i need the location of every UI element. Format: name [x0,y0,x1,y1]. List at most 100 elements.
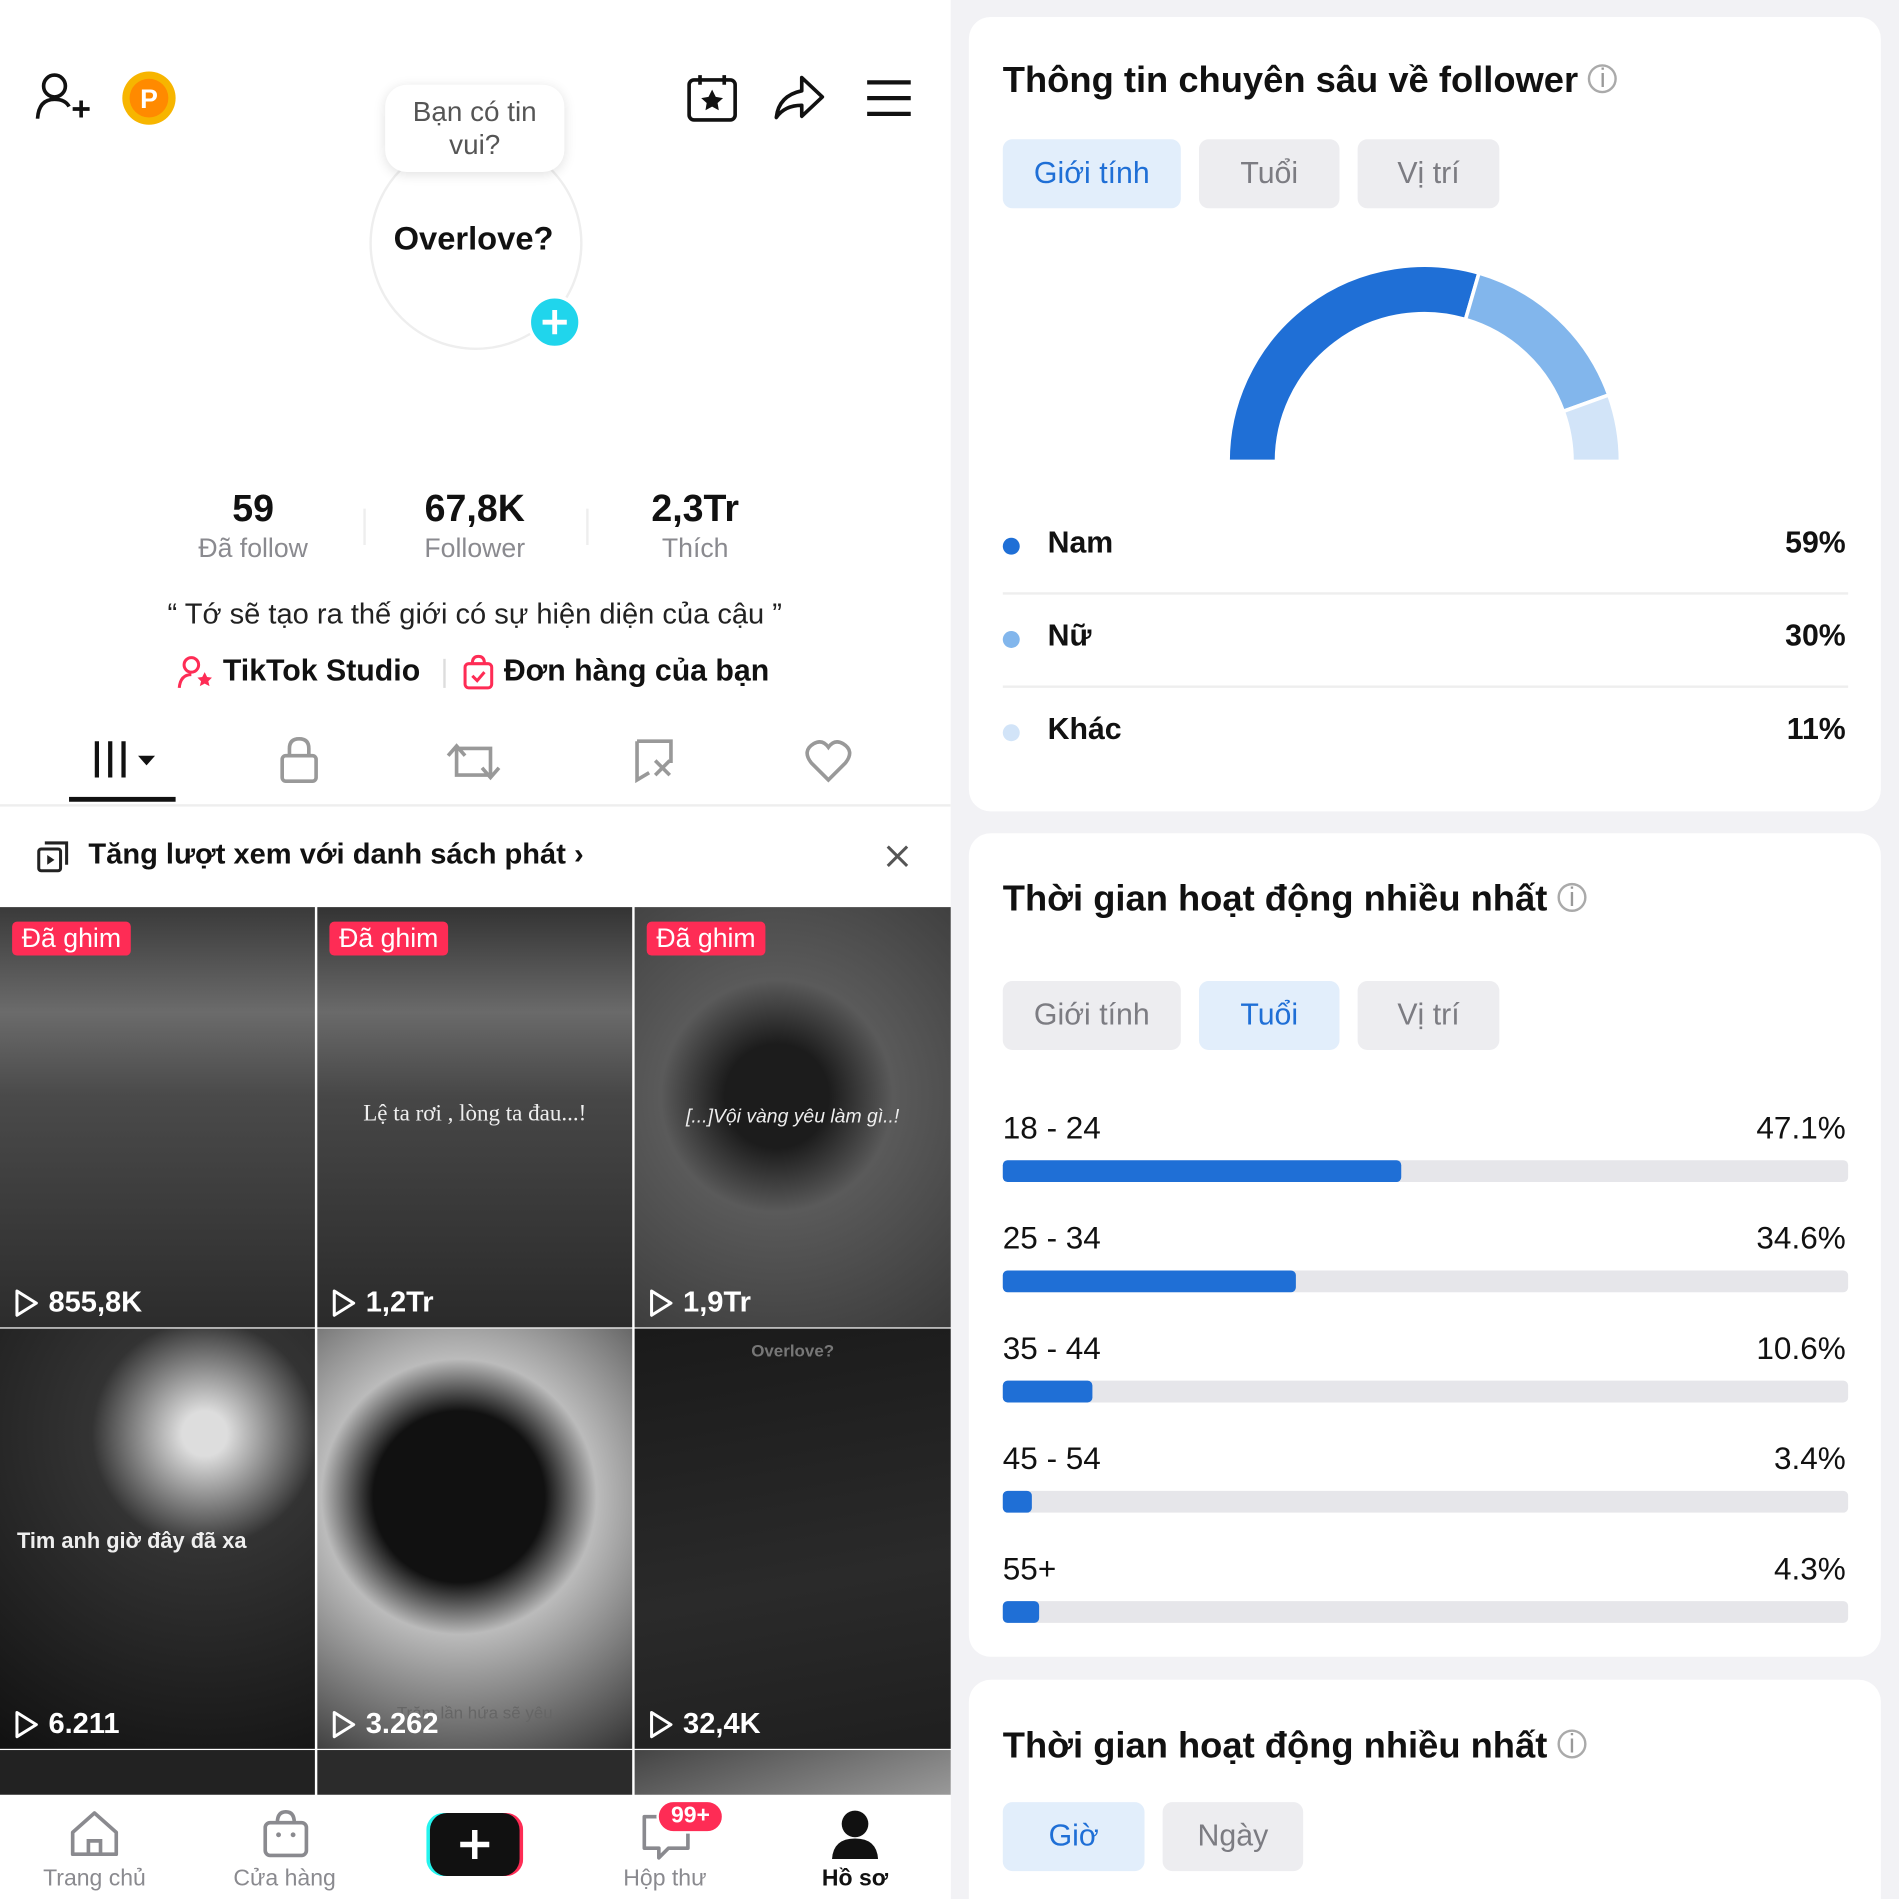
card-title-text: Thông tin chuyên sâu về follower [1002,60,1579,101]
age-label: 45 - 54 [1002,1439,1101,1477]
donut-segment [1560,392,1623,464]
age-label: 35 - 44 [1002,1329,1101,1367]
link-orders[interactable]: Đơn hàng của bạn [503,653,770,688]
video-thumbnail[interactable] [317,1750,633,1795]
share-icon[interactable] [773,73,826,124]
coin-icon[interactable]: P [121,70,177,126]
view-count-text: 855,8K [48,1286,143,1319]
link-studio[interactable]: TikTok Studio [222,653,421,688]
play-icon [650,1710,673,1739]
legend-value: 59% [1785,525,1846,560]
legend-name: Nữ [1047,618,1092,653]
age-value: 47.1% [1756,1109,1846,1146]
menu-icon[interactable] [865,78,913,119]
calendar-icon[interactable] [685,73,738,124]
tab[interactable]: Vị trí [1357,139,1500,209]
tab[interactable]: Giờ [1002,1802,1145,1872]
view-count: 3.262 [332,1707,439,1742]
separator [1002,685,1849,688]
divider [363,508,366,545]
video-thumbnail[interactable]: Tim anh giờ đây đã xa 6.211 [0,1328,315,1749]
age-label: 18 - 24 [1002,1109,1101,1146]
video-caption: [...]Vội vàng yêu làm gì..! [686,1106,900,1128]
profile-icon[interactable] [831,1808,879,1861]
stat-label[interactable]: Follower [424,532,526,564]
pinned-badge: Đã ghim [12,921,131,956]
age-value: 34.6% [1756,1219,1846,1256]
stat-value: 2,3Tr [651,486,740,530]
tab[interactable]: Giới tính [1002,980,1181,1051]
inbox-badge: 99+ [656,1799,725,1834]
info-icon[interactable]: i [1588,64,1618,94]
close-button[interactable] [884,843,911,870]
view-count-text: 3.262 [365,1707,439,1741]
view-count: 6.211 [15,1708,120,1742]
add-friend-icon[interactable] [34,70,92,126]
speech-bubble[interactable]: Bạn có tin vui? [385,84,565,172]
video-thumbnail[interactable]: Đã ghim 855,8K [0,907,315,1328]
active-time-card [968,833,1881,1657]
view-count: 855,8K [15,1286,143,1320]
legend-name: Nam [1047,525,1114,560]
age-value: 4.3% [1773,1550,1846,1587]
view-count-text: 1,9Tr [683,1286,751,1319]
video-thumbnail[interactable]: Đã ghim Lệ ta rơi , lòng ta đau...! 1,2Tr [317,907,633,1328]
view-count-text: 32,4K [683,1707,761,1741]
nav-label[interactable]: Trang chủ [43,1866,146,1892]
studio-icon [177,656,212,689]
age-label: 25 - 34 [1002,1219,1101,1256]
pinned-badge: Đã ghim [329,921,449,956]
stat-label[interactable]: Thích [661,532,729,564]
bio: “ Tớ sẽ tạo ra thế giới có sự hiện diện … [167,598,782,631]
card-title: Thời gian hoạt động nhiều nhất i [1003,1726,1587,1767]
age-value: 3.4% [1773,1439,1846,1477]
video-thumbnail[interactable] [0,1750,315,1795]
legend-dot [1002,630,1020,648]
shop-icon[interactable] [259,1808,312,1859]
info-icon[interactable]: i [1557,1729,1587,1759]
tab[interactable]: Tuổi [1198,980,1340,1051]
view-count: 1,2Tr [332,1286,434,1320]
play-icon [332,1710,356,1739]
play-icon [650,1289,673,1317]
divider [586,508,589,545]
donut-segment [1226,263,1482,464]
home-icon[interactable] [68,1808,121,1859]
playlist-banner[interactable]: Tăng lượt xem với danh sách phát › [88,838,584,871]
bar-track [1002,1601,1849,1623]
nav-label[interactable]: Hồ sơ [821,1866,889,1892]
gender-donut [1226,263,1623,464]
video-thumbnail[interactable]: Đã ghim [...]Vội vàng yêu làm gì..! 1,9Tr [634,907,951,1328]
nav-label[interactable]: Cửa hàng [233,1866,336,1892]
create-button[interactable] [426,1813,524,1878]
nav-label[interactable]: Hộp thư [623,1866,707,1892]
playlist-icon [37,841,69,873]
stat-label[interactable]: Đã follow [198,532,308,564]
video-thumbnail[interactable] [634,1750,951,1795]
divider [443,658,446,688]
tab[interactable]: Tuổi [1198,139,1340,209]
tab[interactable]: Vị trí [1357,980,1500,1051]
bar-track [1002,1380,1849,1403]
svg-text:P: P [140,84,158,114]
legend-value: 30% [1785,618,1846,653]
legend-dot [1002,724,1020,742]
bar-track [1002,1490,1849,1513]
video-thumbnail[interactable]: Overlove? 32,4K [634,1328,951,1749]
video-caption: Lệ ta rơi , lòng ta đau...! [363,1100,587,1127]
video-caption: Overlove? [751,1340,835,1361]
order-icon [463,654,494,690]
view-count: 32,4K [649,1707,761,1742]
pinned-badge: Đã ghim [646,921,766,956]
separator [1002,592,1849,595]
content-tabs[interactable] [0,727,951,809]
video-thumbnail[interactable]: Trăm lần hứa sẽ yêu 3.262 [317,1328,633,1749]
legend-value: 11% [1786,712,1846,747]
playlist-banner-text: Tăng lượt xem với danh sách phát [88,838,566,871]
info-icon[interactable]: i [1557,882,1587,912]
add-avatar-button[interactable] [527,294,583,350]
bar [1002,1380,1093,1403]
tab[interactable]: Ngày [1162,1802,1304,1872]
tab[interactable]: Giới tính [1002,139,1181,209]
